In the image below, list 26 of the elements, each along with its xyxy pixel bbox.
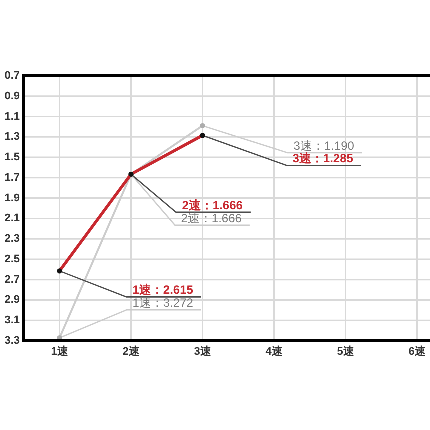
y-tick-label: 1.5 bbox=[4, 152, 20, 164]
data-label: 1速：3.272 bbox=[132, 296, 194, 310]
y-tick-label: 1.7 bbox=[4, 172, 20, 184]
data-label: 3速：1.190 bbox=[294, 138, 355, 153]
y-tick-label: 2.1 bbox=[4, 212, 20, 225]
x-tick-label: 4速 bbox=[266, 345, 284, 358]
x-tick-label: 5速 bbox=[337, 345, 356, 358]
data-label: 2速：1.666 bbox=[181, 211, 242, 226]
x-tick-label: 2速 bbox=[122, 345, 141, 358]
y-tick-label: 0.9 bbox=[4, 90, 20, 102]
data-label: 3速：1.285 bbox=[292, 152, 354, 166]
y-tick-label: 2.5 bbox=[4, 253, 20, 266]
data-label: 1速：2.615 bbox=[132, 283, 194, 298]
y-tick-label: 2.3 bbox=[4, 233, 20, 246]
y-tick-label: 1.1 bbox=[4, 110, 20, 123]
y-tick-label: 3.1 bbox=[4, 314, 20, 327]
y-tick-label: 2.7 bbox=[4, 274, 20, 286]
x-tick-label: 1速 bbox=[51, 345, 70, 358]
y-tick-label: 0.7 bbox=[4, 70, 20, 82]
y-tick-label: 1.9 bbox=[4, 192, 20, 204]
x-tick-label: 6速 bbox=[408, 345, 427, 358]
x-tick-label: 3速 bbox=[194, 345, 212, 358]
y-tick-label: 3.3 bbox=[4, 335, 20, 347]
y-tick-label: 1.3 bbox=[4, 131, 20, 144]
data-label: 2速：1.666 bbox=[182, 198, 244, 212]
y-tick-label: 2.9 bbox=[4, 294, 20, 306]
